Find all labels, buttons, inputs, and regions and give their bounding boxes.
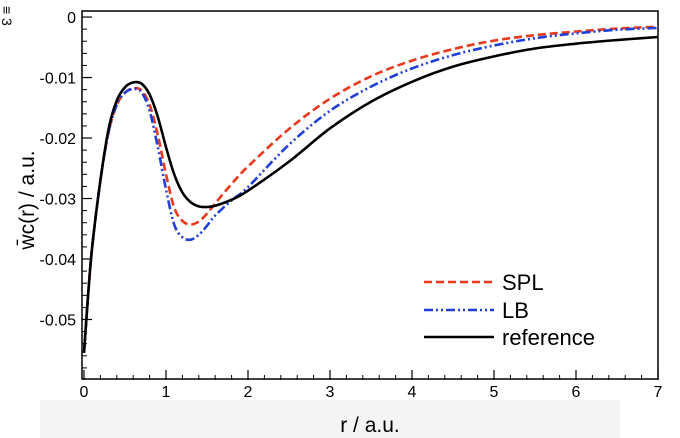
x-tick-label: 7 (654, 384, 663, 401)
series-line-reference (82, 35, 659, 353)
x-tick-label: 1 (162, 384, 171, 401)
x-tick-label: 4 (408, 384, 417, 401)
y-tick-label: -0.02 (40, 131, 77, 148)
x-tick-label: 3 (326, 384, 335, 401)
y-tick-label: -0.01 (40, 71, 77, 88)
y-tick-label: -0.05 (40, 313, 77, 330)
x-axis-title: r / a.u. (340, 414, 400, 437)
series-group (82, 25, 659, 353)
y-tick-label: -0.03 (40, 192, 77, 209)
series-line-lb (82, 26, 659, 353)
legend-label-spl: SPL (502, 270, 544, 295)
y-axis-title: w̄c(r) / a.u. (16, 150, 39, 250)
legend-label-reference: reference (502, 325, 595, 350)
y-tick-label: 0 (67, 10, 76, 27)
y-tick-label: -0.04 (40, 252, 77, 269)
x-tick-label: 2 (244, 384, 253, 401)
x-tick-label: 6 (572, 384, 581, 401)
axis-ticks: 0 1 2 3 4 5 6 7 0 -0.01 -0.02 -0.03 -0.04 -0.05 (40, 10, 663, 401)
plot-area (81, 10, 659, 380)
plot-frame (81, 10, 659, 380)
x-tick-label: 0 (80, 384, 89, 401)
x-tick-label: 5 (490, 384, 499, 401)
corner-text: ≡ 3 (0, 6, 15, 26)
legend-label-lb: LB (502, 298, 529, 323)
footer-strip (40, 400, 620, 438)
